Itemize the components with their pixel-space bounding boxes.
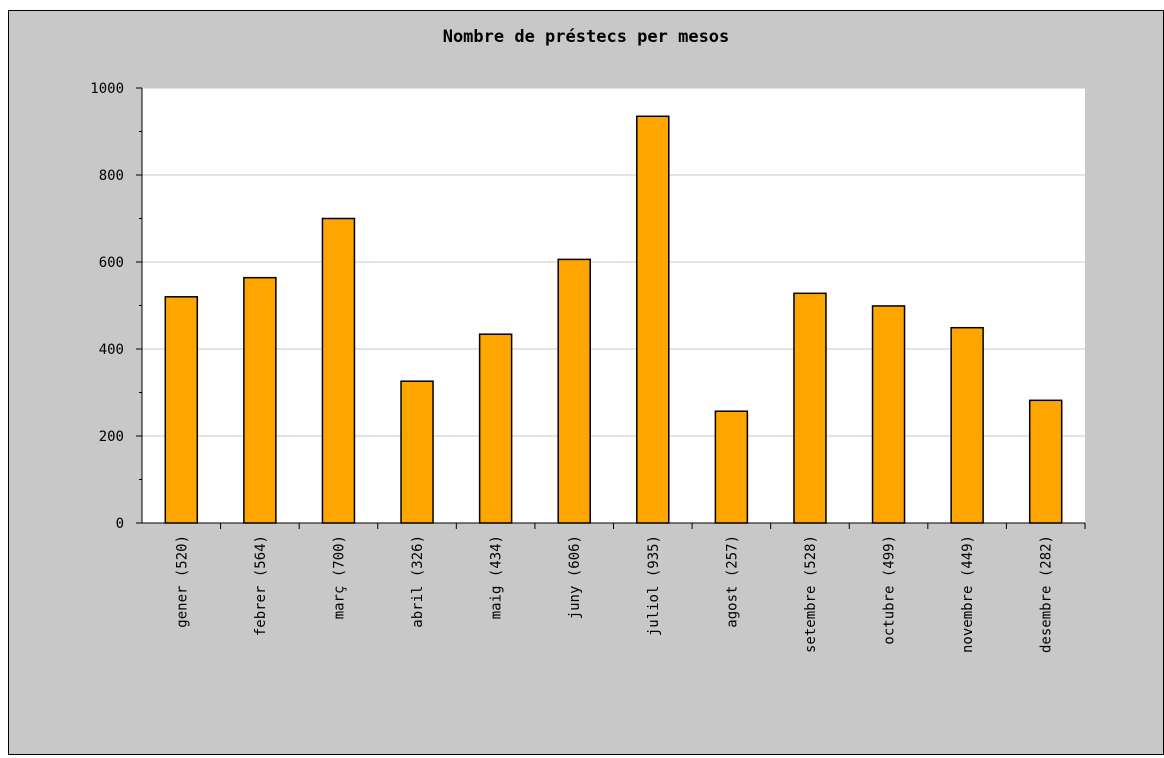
y-tick-label: 200 <box>99 429 124 445</box>
y-tick-label: 0 <box>116 516 124 532</box>
chart-title: Nombre de préstecs per mesos <box>442 27 730 47</box>
x-tick-label: juliol (935) <box>646 535 662 636</box>
y-tick-label: 800 <box>99 168 124 184</box>
bar <box>871 305 906 524</box>
y-tick-label: 1000 <box>90 81 124 97</box>
bar <box>557 258 591 524</box>
bar <box>793 292 827 524</box>
x-tick-label: agost (257) <box>724 535 740 628</box>
bar <box>636 115 670 524</box>
bar <box>243 276 277 524</box>
x-tick-label: abril (326) <box>410 535 426 628</box>
bar <box>1028 399 1063 524</box>
bar <box>950 326 984 524</box>
bar <box>400 380 434 524</box>
y-tick-label: 400 <box>99 342 124 358</box>
plot-area <box>142 88 1085 523</box>
x-tick-label: setembre (528) <box>803 535 819 653</box>
x-tick-label: gener (520) <box>174 535 190 628</box>
x-tick-label: febrer (564) <box>253 535 269 636</box>
x-tick-label: juny (606) <box>567 535 583 619</box>
x-tick-label: març (700) <box>331 535 347 619</box>
x-tick-label: maig (434) <box>489 535 505 619</box>
x-tick-label: novembre (449) <box>960 535 976 653</box>
y-tick-label: 600 <box>99 255 124 271</box>
x-tick-label: octubre (499) <box>882 535 898 645</box>
bar <box>164 296 199 524</box>
bar <box>478 333 513 524</box>
x-tick-label: desembre (282) <box>1039 535 1055 653</box>
bar <box>714 410 749 524</box>
bar <box>321 217 356 524</box>
